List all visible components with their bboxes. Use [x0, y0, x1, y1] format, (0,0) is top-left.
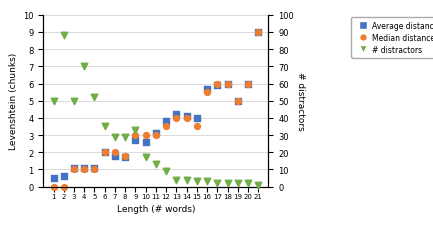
- Point: [173, 117, 180, 120]
- Point: [245, 182, 252, 185]
- Point: [183, 178, 190, 182]
- Point: [245, 82, 252, 86]
- Point: [122, 156, 129, 160]
- Point: [111, 135, 118, 139]
- Point: [101, 151, 108, 154]
- Point: [132, 128, 139, 132]
- Point: [50, 99, 57, 103]
- Point: [91, 166, 98, 170]
- Point: [91, 168, 98, 171]
- Point: [71, 168, 78, 171]
- Point: [204, 88, 210, 91]
- Point: [183, 115, 190, 118]
- Point: [152, 132, 159, 135]
- Point: [60, 34, 67, 38]
- Point: [234, 99, 241, 103]
- Point: [163, 125, 170, 129]
- Point: [204, 91, 210, 94]
- Point: [194, 117, 200, 120]
- Point: [132, 134, 139, 137]
- Point: [111, 151, 118, 154]
- Point: [173, 113, 180, 117]
- Point: [101, 151, 108, 154]
- Point: [111, 154, 118, 158]
- Point: [224, 82, 231, 86]
- Point: [183, 117, 190, 120]
- Legend: Average distance, Median distance, # distractors: Average distance, Median distance, # dis…: [351, 18, 433, 58]
- Point: [255, 31, 262, 35]
- Point: [81, 166, 88, 170]
- Point: [234, 99, 241, 103]
- Point: [50, 176, 57, 180]
- Point: [142, 134, 149, 137]
- Point: [214, 82, 221, 86]
- Point: [204, 180, 210, 183]
- Point: [152, 163, 159, 166]
- Point: [214, 182, 221, 185]
- Point: [71, 99, 78, 103]
- Point: [142, 156, 149, 160]
- Point: [255, 31, 262, 35]
- Point: [194, 125, 200, 129]
- Point: [194, 180, 200, 183]
- Point: [255, 183, 262, 187]
- Point: [224, 82, 231, 86]
- Point: [163, 170, 170, 173]
- Point: [60, 185, 67, 189]
- Point: [81, 168, 88, 171]
- Point: [234, 182, 241, 185]
- Point: [214, 84, 221, 88]
- Point: [173, 178, 180, 182]
- Point: [152, 134, 159, 137]
- Point: [91, 96, 98, 100]
- Point: [122, 135, 129, 139]
- Point: [81, 65, 88, 69]
- Point: [122, 154, 129, 158]
- Point: [163, 120, 170, 124]
- Point: [224, 182, 231, 185]
- Point: [245, 82, 252, 86]
- Point: [60, 175, 67, 178]
- Point: [101, 125, 108, 129]
- Point: [142, 140, 149, 144]
- X-axis label: Length (# words): Length (# words): [116, 205, 195, 214]
- Y-axis label: Levenshtein (chunks): Levenshtein (chunks): [9, 53, 17, 150]
- Point: [71, 166, 78, 170]
- Y-axis label: # distractors: # distractors: [296, 72, 305, 130]
- Point: [50, 185, 57, 189]
- Point: [132, 139, 139, 142]
